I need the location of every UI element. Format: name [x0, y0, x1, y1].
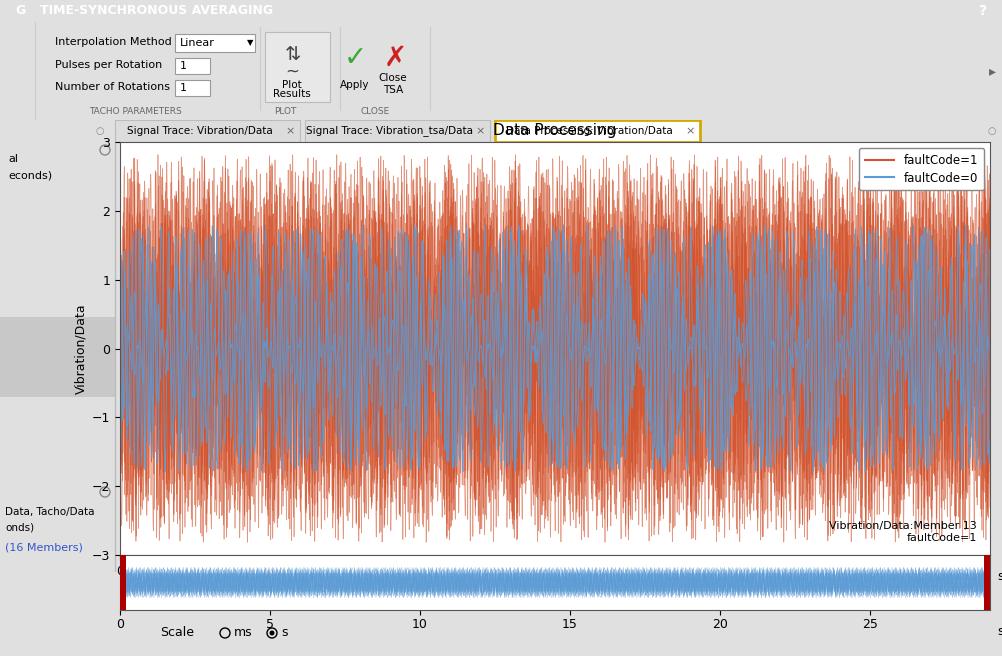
- Text: sec: sec: [997, 625, 1002, 638]
- Text: ○: ○: [988, 126, 996, 136]
- Text: econds): econds): [8, 170, 52, 180]
- Text: TACHO PARAMETERS: TACHO PARAMETERS: [88, 108, 181, 117]
- Bar: [984, 555, 990, 610]
- Text: Vibration/Data:Member 13
faultCode=1: Vibration/Data:Member 13 faultCode=1: [830, 521, 977, 543]
- Text: Pulses per Rotation: Pulses per Rotation: [55, 60, 162, 70]
- Text: Scale: Scale: [160, 626, 194, 640]
- Text: onds): onds): [5, 522, 34, 532]
- Text: Data Processing: Vibration/Data: Data Processing: Vibration/Data: [506, 126, 673, 136]
- Text: CLOSE: CLOSE: [361, 108, 390, 117]
- Text: TSA: TSA: [383, 85, 403, 95]
- Text: ms: ms: [234, 626, 253, 640]
- Text: s: s: [281, 626, 288, 640]
- Text: (16 Members): (16 Members): [5, 542, 83, 552]
- Bar: [175, 34, 255, 52]
- Text: ?: ?: [979, 4, 987, 18]
- Text: ×: ×: [286, 126, 295, 136]
- X-axis label: Time: Time: [538, 581, 572, 594]
- Text: ✓: ✓: [344, 44, 367, 72]
- Text: ×: ×: [475, 126, 485, 136]
- Text: PLOT: PLOT: [274, 108, 297, 117]
- Text: Linear: Linear: [180, 38, 214, 48]
- Bar: [305, 120, 490, 142]
- Text: 1: 1: [180, 61, 187, 71]
- Text: G: G: [15, 5, 25, 18]
- Text: Apply: Apply: [341, 80, 370, 90]
- Text: ✗: ✗: [384, 44, 407, 72]
- Text: Close: Close: [379, 73, 407, 83]
- Text: ▸: ▸: [989, 64, 996, 78]
- Text: ×: ×: [685, 126, 694, 136]
- Text: ▼: ▼: [247, 39, 254, 47]
- Y-axis label: Vibration/Data: Vibration/Data: [75, 303, 88, 394]
- Text: 1: 1: [180, 83, 187, 93]
- Bar: [115, 120, 300, 142]
- Legend: faultCode=1, faultCode=0: faultCode=1, faultCode=0: [859, 148, 984, 190]
- Bar: [265, 32, 330, 102]
- Bar: [120, 555, 126, 610]
- Title: Data Processing: Data Processing: [493, 123, 616, 138]
- Text: Data, Tacho/Data: Data, Tacho/Data: [5, 507, 94, 517]
- Text: Interpolation Method: Interpolation Method: [55, 37, 171, 47]
- Bar: [0, 317, 115, 397]
- Bar: [175, 58, 210, 74]
- Circle shape: [270, 630, 275, 636]
- Text: Results: Results: [274, 89, 311, 99]
- Text: Number of Rotations: Number of Rotations: [55, 82, 170, 92]
- Text: ⇅: ⇅: [285, 45, 302, 64]
- Bar: [175, 80, 210, 96]
- Text: ~: ~: [285, 63, 299, 81]
- Text: Signal Trace: Vibration_tsa/Data: Signal Trace: Vibration_tsa/Data: [306, 125, 473, 136]
- Text: al: al: [8, 154, 18, 164]
- Text: sec: sec: [997, 570, 1002, 583]
- Text: Signal Trace: Vibration/Data: Signal Trace: Vibration/Data: [126, 126, 273, 136]
- Text: TIME-SYNCHRONOUS AVERAGING: TIME-SYNCHRONOUS AVERAGING: [40, 5, 274, 18]
- Text: Plot: Plot: [283, 80, 302, 90]
- Text: ○: ○: [96, 126, 104, 136]
- Bar: [495, 120, 700, 142]
